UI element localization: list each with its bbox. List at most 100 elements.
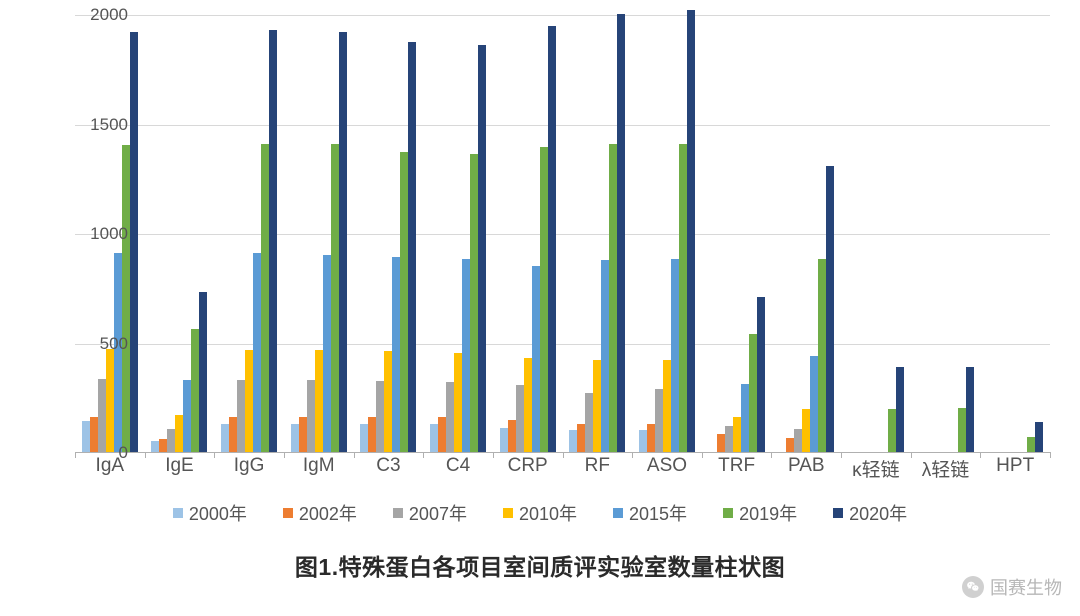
bar [794,429,802,452]
x-tick-label: PAB [788,455,825,477]
bar [679,144,687,452]
legend: 2000年 2002年 2007年 2010年 2015年 2019年 2020年 [0,500,1080,526]
bar [810,356,818,452]
bar [245,350,253,452]
legend-swatch [173,508,183,518]
bar [896,367,904,452]
x-tick-label: IgG [234,455,265,477]
x-tick-mark [493,452,494,458]
wechat-icon [962,576,984,598]
x-tick-mark [145,452,146,458]
x-tick-mark [1050,452,1051,458]
bar [741,384,749,452]
bar [647,424,655,452]
legend-label: 2019年 [739,500,797,526]
gridline [75,15,1050,16]
watermark: 国赛生物 [962,574,1062,600]
x-tick-label: CRP [508,455,548,477]
bar [818,259,826,452]
y-tick-label: 1500 [28,115,128,135]
bar [671,259,679,452]
bar [717,434,725,452]
x-tick-mark [423,452,424,458]
y-tick-label: 1000 [28,224,128,244]
x-tick-mark [841,452,842,458]
bar [291,424,299,452]
y-tick-label: 2000 [28,5,128,25]
bar [577,424,585,452]
bar [237,380,245,452]
legend-swatch [503,508,513,518]
bar [408,42,416,452]
bar [315,350,323,452]
bar [331,144,339,452]
bar [269,30,277,452]
gridline [75,125,1050,126]
bar [655,389,663,453]
chart-container: 0500100015002000IgAIgEIgGIgMC3C4CRPRFASO… [20,10,1060,500]
bar [958,408,966,452]
watermark-label: 国赛生物 [990,574,1062,600]
bar [617,14,625,452]
bar [159,439,167,452]
x-tick-label: IgE [165,455,194,477]
bar [725,426,733,452]
bar [609,144,617,452]
x-tick-mark [354,452,355,458]
legend-item: 2019年 [723,500,797,526]
bar [253,253,261,452]
bar [593,360,601,452]
plot-area [75,15,1050,453]
bar [376,381,384,452]
bar [191,329,199,452]
bar [122,145,130,452]
bar [430,424,438,452]
bar [569,430,577,452]
bar [360,424,368,452]
bar [639,430,647,452]
bar [462,259,470,452]
bar [532,266,540,452]
bar [585,393,593,452]
bar [1035,422,1043,452]
x-tick-label: IgA [96,455,125,477]
legend-label: 2000年 [189,500,247,526]
bar [384,351,392,452]
legend-label: 2010年 [519,500,577,526]
bar [323,255,331,452]
bar [167,429,175,452]
bar [221,424,229,452]
bar [524,358,532,452]
legend-swatch [833,508,843,518]
x-tick-label: C4 [446,455,470,477]
legend-item: 2015年 [613,500,687,526]
legend-item: 2010年 [503,500,577,526]
chart-caption: 图1.特殊蛋白各项目室间质评实验室数量柱状图 [0,548,1080,582]
x-tick-label: HPT [996,455,1034,477]
x-tick-mark [911,452,912,458]
x-tick-label: ASO [647,455,687,477]
legend-label: 2007年 [409,500,467,526]
bar [548,26,556,452]
x-tick-label: λ轻链 [922,455,970,482]
x-tick-label: C3 [376,455,400,477]
bar [446,382,454,452]
y-tick-label: 500 [28,334,128,354]
x-tick-mark [284,452,285,458]
bar [392,257,400,452]
bar [733,417,741,452]
legend-item: 2020年 [833,500,907,526]
bar [749,334,757,452]
x-tick-mark [563,452,564,458]
bar [454,353,462,452]
x-tick-label: IgM [303,455,335,477]
bar [438,417,446,452]
bar [802,409,810,452]
bar [1027,437,1035,452]
gridline [75,234,1050,235]
legend-item: 2007年 [393,500,467,526]
bar [888,409,896,452]
bar [98,379,106,452]
legend-label: 2002年 [299,500,357,526]
legend-label: 2015年 [629,500,687,526]
